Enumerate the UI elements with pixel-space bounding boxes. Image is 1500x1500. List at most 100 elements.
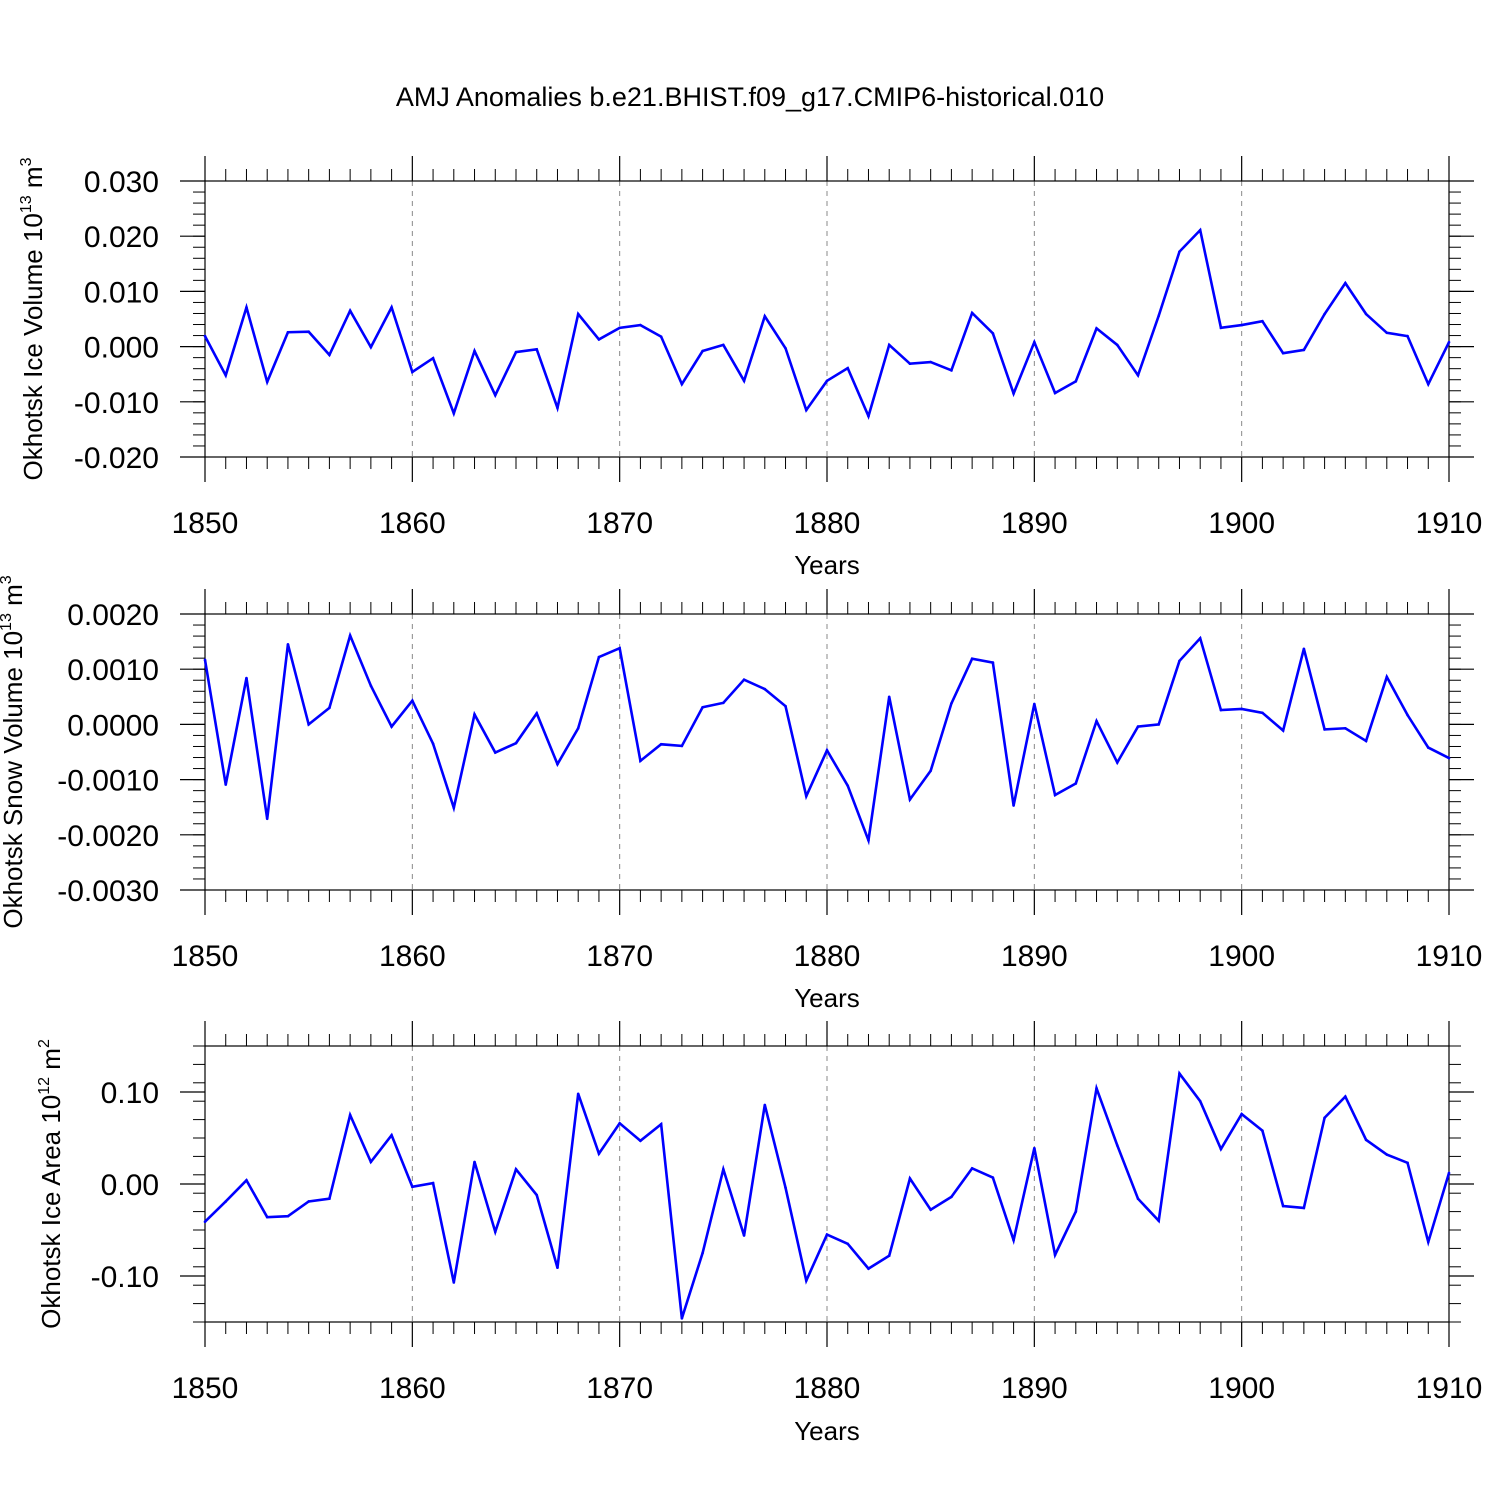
data-point bbox=[639, 1139, 642, 1143]
x-tick-label: 1890 bbox=[1001, 507, 1068, 540]
data-point bbox=[597, 1152, 601, 1155]
data-point bbox=[1344, 281, 1347, 285]
series-points bbox=[203, 228, 1451, 418]
y-tick-label: 0.020 bbox=[84, 221, 159, 254]
x-tick-label: 1880 bbox=[794, 507, 861, 540]
x-tick-label: 1870 bbox=[586, 940, 653, 973]
data-point bbox=[1053, 793, 1057, 797]
data-point bbox=[1406, 1161, 1409, 1165]
data-point bbox=[929, 1208, 932, 1212]
data-point bbox=[970, 311, 974, 315]
data-point bbox=[348, 1113, 352, 1117]
data-point bbox=[1406, 713, 1409, 717]
data-point bbox=[1344, 726, 1347, 730]
data-point bbox=[1136, 374, 1140, 377]
data-point bbox=[1261, 711, 1264, 715]
data-point bbox=[411, 699, 414, 702]
data-point bbox=[701, 705, 704, 709]
series-points bbox=[203, 1072, 1451, 1320]
data-point bbox=[867, 839, 870, 842]
data-point bbox=[1323, 728, 1326, 731]
y-axis-title-text: Okhotsk Snow Volume 10 bbox=[0, 631, 28, 929]
y-axis-title-unit-exponent: 2 bbox=[36, 1039, 53, 1048]
data-point bbox=[452, 806, 456, 810]
data-point bbox=[1261, 1129, 1264, 1132]
data-point bbox=[701, 1251, 704, 1255]
data-point bbox=[929, 360, 932, 364]
data-point bbox=[1074, 380, 1078, 383]
data-point bbox=[245, 306, 248, 309]
data-point bbox=[224, 374, 228, 377]
data-point bbox=[1157, 1219, 1161, 1223]
data-point bbox=[245, 676, 248, 680]
data-point bbox=[1447, 1171, 1451, 1175]
data-point bbox=[991, 1176, 995, 1179]
data-point bbox=[1095, 719, 1098, 723]
data-point bbox=[680, 1317, 684, 1320]
data-point bbox=[493, 751, 497, 754]
data-point bbox=[1385, 1153, 1389, 1156]
x-axis-title: Years bbox=[794, 550, 860, 580]
data-point bbox=[867, 414, 870, 418]
data-point bbox=[659, 1122, 663, 1126]
y-tick-label: 0.00 bbox=[101, 1169, 159, 1202]
data-point bbox=[1219, 708, 1223, 712]
data-point bbox=[1281, 729, 1285, 732]
x-tick-label: 1880 bbox=[794, 940, 861, 973]
data-point bbox=[784, 1186, 787, 1189]
data-point bbox=[846, 366, 850, 370]
y-axis-title-unit: m bbox=[18, 166, 48, 195]
x-tick-label: 1870 bbox=[586, 507, 653, 540]
y-axis-title: Okhotsk Snow Volume 1013 m3 bbox=[0, 575, 28, 928]
data-point bbox=[1385, 331, 1389, 335]
data-point bbox=[224, 1200, 228, 1203]
data-point bbox=[742, 379, 746, 383]
data-point bbox=[1219, 1147, 1223, 1151]
data-point bbox=[556, 762, 559, 766]
panel-1: -0.020 -0.010 0.000 0.010 0.020 0.030 1850 1860… bbox=[18, 156, 1482, 580]
data-point bbox=[265, 1215, 269, 1219]
y-tick-label: -0.10 bbox=[91, 1261, 159, 1294]
data-point bbox=[618, 646, 621, 650]
x-axis-title: Years bbox=[794, 983, 860, 1013]
data-point bbox=[473, 1160, 476, 1164]
data-point bbox=[307, 723, 310, 726]
data-point bbox=[846, 1242, 850, 1246]
data-point bbox=[722, 343, 725, 347]
y-axis-title: Okhotsk Ice Volume 1013 m3 bbox=[18, 157, 48, 480]
data-point bbox=[1033, 702, 1036, 706]
data-point bbox=[887, 343, 891, 347]
y-tick-label: 0.030 bbox=[84, 166, 159, 199]
chart-title: AMJ Anomalies b.e21.BHIST.f09_g17.CMIP6-… bbox=[396, 82, 1104, 112]
data-point bbox=[1033, 1146, 1036, 1150]
data-point bbox=[1219, 326, 1223, 330]
data-point bbox=[1364, 312, 1368, 316]
data-point bbox=[1323, 312, 1326, 316]
panel-3: -0.10 0.00 0.10 1850 1860 1870 1880 1890 1900 191… bbox=[36, 1021, 1482, 1446]
y-tick-label: 0.0000 bbox=[67, 709, 159, 742]
data-point bbox=[908, 1177, 912, 1180]
data-point bbox=[1302, 647, 1306, 651]
data-point bbox=[286, 643, 290, 646]
data-point bbox=[348, 309, 352, 313]
data-point bbox=[224, 783, 228, 786]
data-point bbox=[1074, 1210, 1078, 1213]
data-point bbox=[452, 1281, 456, 1284]
data-point bbox=[1447, 756, 1451, 760]
y-axis-title-unit-exponent: 3 bbox=[18, 157, 35, 166]
data-point bbox=[887, 695, 891, 699]
data-point bbox=[411, 370, 414, 374]
data-point bbox=[493, 393, 497, 397]
y-tick-label: -0.020 bbox=[74, 442, 159, 475]
data-point bbox=[556, 1266, 559, 1270]
data-point bbox=[245, 1179, 248, 1182]
data-point bbox=[473, 349, 476, 353]
data-point bbox=[576, 1092, 580, 1096]
data-point bbox=[659, 742, 663, 746]
data-point bbox=[887, 1254, 891, 1258]
data-point bbox=[722, 701, 725, 705]
x-tick-label: 1850 bbox=[172, 1372, 239, 1405]
data-point bbox=[1178, 1072, 1181, 1075]
